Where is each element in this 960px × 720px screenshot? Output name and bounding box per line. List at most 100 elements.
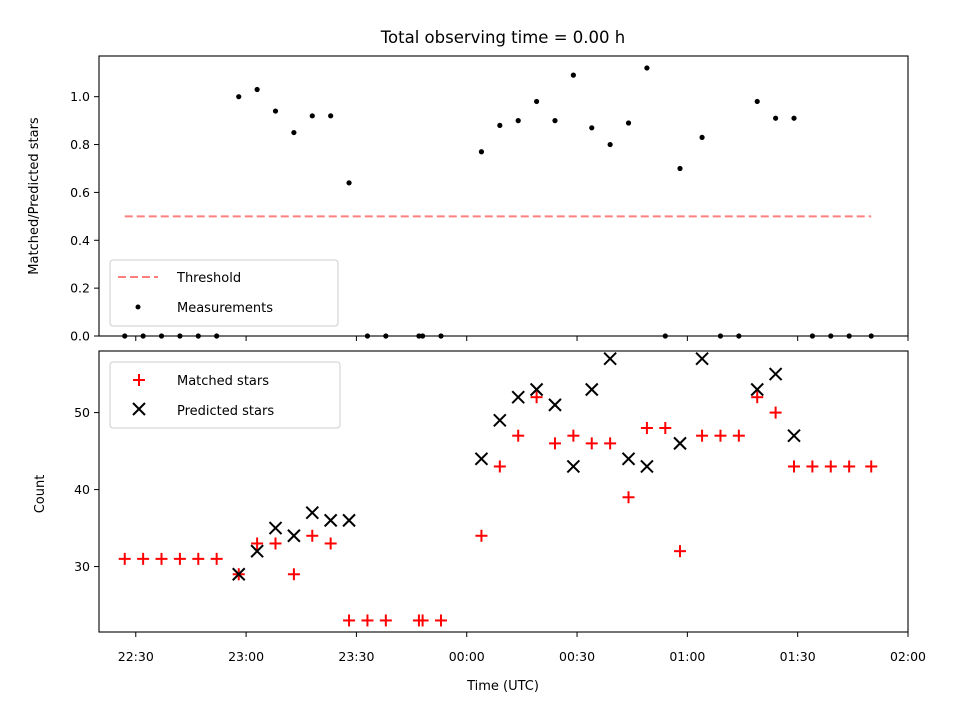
measurement-point bbox=[644, 65, 650, 71]
predicted-star-point bbox=[585, 382, 599, 397]
legend-predicted-label: Predicted stars bbox=[177, 404, 274, 419]
measurement-point bbox=[497, 122, 503, 129]
predicted-star-point bbox=[603, 351, 617, 366]
bottom-legend-box bbox=[109, 361, 341, 429]
matched-star-point bbox=[769, 406, 782, 419]
matched-star-point bbox=[210, 552, 223, 565]
measurement-point bbox=[589, 125, 595, 131]
predicted-star-point bbox=[768, 367, 783, 381]
matched-star-point bbox=[714, 429, 727, 442]
measurement-point bbox=[236, 94, 242, 100]
predicted-star-point bbox=[474, 452, 489, 466]
measurement-point bbox=[291, 129, 297, 136]
top-legend: Threshold Measurements bbox=[109, 259, 339, 327]
x-tick-label: 00:30 bbox=[559, 649, 595, 664]
measurement-point bbox=[328, 113, 334, 119]
measurement-point bbox=[791, 115, 797, 121]
bottom-axes-frame bbox=[98, 350, 909, 633]
matched-star-point bbox=[604, 437, 617, 450]
matched-star-point bbox=[567, 429, 580, 442]
matched-star-point bbox=[659, 421, 672, 434]
matched-star-point bbox=[287, 568, 300, 581]
predicted-star-point bbox=[548, 398, 562, 412]
matched-star-point bbox=[173, 552, 186, 565]
x-tick-label: 01:00 bbox=[669, 649, 705, 664]
chart-title: Total observing time = 0.00 h bbox=[380, 28, 625, 47]
predicted-star-point bbox=[787, 428, 801, 443]
measurement-point bbox=[515, 118, 521, 124]
matched-star-point bbox=[475, 529, 488, 542]
matched-star-point bbox=[751, 391, 764, 404]
x-tick-label: 22:30 bbox=[118, 649, 154, 664]
matched-star-point bbox=[548, 437, 561, 450]
matched-star-point bbox=[640, 421, 653, 434]
predicted-star-point bbox=[673, 436, 687, 451]
predicted-star-point bbox=[342, 513, 356, 528]
matched-star-point bbox=[865, 460, 878, 473]
measurement-point bbox=[272, 108, 279, 114]
matched-star-point bbox=[696, 429, 709, 442]
matched-star-point bbox=[512, 429, 525, 442]
matched-star-point bbox=[343, 614, 356, 627]
matched-star-point bbox=[843, 460, 856, 473]
predicted-star-point bbox=[621, 452, 636, 466]
matched-star-point bbox=[493, 460, 506, 473]
top-y-tick-label: 0.6 bbox=[70, 185, 90, 200]
predicted-star-point bbox=[323, 513, 338, 528]
top-y-ticks: 0.0 0.2 0.4 0.6 0.8 1.0 bbox=[70, 89, 99, 344]
bottom-legend: Matched stars Predicted stars bbox=[109, 361, 341, 429]
x-tick-label: 00:00 bbox=[449, 649, 485, 664]
x-axis-label: Time (UTC) bbox=[466, 679, 539, 694]
measurement-point bbox=[533, 98, 540, 105]
top-panel: 0.0 0.2 0.4 0.6 0.8 1.0 Matched/Predicted sta… bbox=[27, 55, 909, 344]
measurement-point bbox=[677, 165, 683, 172]
bottom-x-ticks: 22:30 23:00 23:30 00:00 00:30 01:00 01:30 02:00 bbox=[118, 632, 926, 664]
top-y-tick-label: 0.0 bbox=[70, 329, 90, 344]
legend-matched-swatch bbox=[133, 374, 145, 386]
measurement-point bbox=[607, 141, 613, 148]
predicted-star-point bbox=[268, 521, 283, 535]
matched-star-point bbox=[824, 460, 837, 473]
matched-star-point bbox=[155, 552, 168, 565]
matched-star-point bbox=[530, 391, 543, 404]
matched-star-point bbox=[788, 460, 801, 473]
predicted-star-point bbox=[566, 459, 581, 474]
matched-star-point bbox=[118, 552, 131, 565]
top-plot-area bbox=[122, 65, 874, 339]
predicted-star-point bbox=[750, 382, 764, 397]
matched-star-point bbox=[251, 537, 264, 550]
predicted-star-point bbox=[695, 351, 709, 366]
matched-star-point bbox=[674, 545, 687, 558]
measurement-point bbox=[699, 134, 705, 140]
bottom-y-tick-label: 40 bbox=[74, 482, 90, 497]
matched-star-point bbox=[306, 529, 319, 542]
measurement-point bbox=[754, 98, 760, 105]
measurement-point bbox=[570, 72, 576, 78]
top-y-tick-label: 1.0 bbox=[70, 89, 90, 104]
x-tick-label: 01:30 bbox=[780, 649, 816, 664]
matched-star-point bbox=[379, 614, 392, 627]
x-tick-label: 23:30 bbox=[338, 649, 374, 664]
predicted-star-point bbox=[511, 390, 525, 404]
bottom-plot-area bbox=[118, 351, 878, 627]
top-y-axis-label: Matched/Predicted stars bbox=[27, 117, 42, 275]
matched-star-point bbox=[732, 429, 745, 442]
matched-star-point bbox=[269, 537, 282, 550]
measurement-point bbox=[254, 86, 260, 93]
legend-measurements-swatch bbox=[135, 304, 141, 310]
predicted-star-point bbox=[250, 544, 264, 558]
matched-star-point bbox=[806, 460, 819, 473]
predicted-star-point bbox=[287, 529, 301, 543]
measurement-point bbox=[309, 113, 315, 119]
top-x-ticks bbox=[135, 336, 909, 341]
matched-star-point bbox=[416, 614, 429, 627]
bottom-y-tick-label: 30 bbox=[74, 559, 90, 574]
bottom-y-ticks: 30 40 50 bbox=[74, 405, 99, 574]
bottom-y-axis-label: Count bbox=[33, 475, 48, 514]
predicted-star-point bbox=[232, 567, 246, 581]
measurement-point bbox=[552, 118, 558, 124]
legend-matched-label: Matched stars bbox=[177, 374, 269, 389]
x-tick-label: 23:00 bbox=[228, 649, 264, 664]
measurement-point bbox=[625, 120, 632, 126]
